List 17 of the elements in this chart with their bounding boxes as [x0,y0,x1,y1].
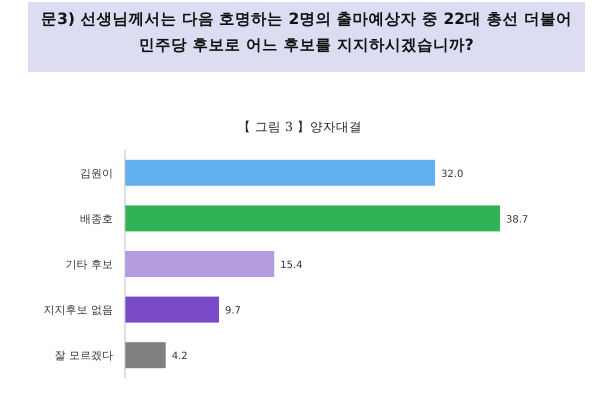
y-tick-label: 배종호 [80,212,113,226]
data-label: 9.7 [224,306,241,317]
bar [125,296,219,323]
chart-subtitle: 【 그림 3 】양자대결 [238,119,362,134]
y-tick-label: 기타 후보 [66,258,113,271]
y-tick-label: 지지후보 없음 [44,304,113,317]
data-label: 38.7 [506,214,528,226]
data-label: 4.2 [172,351,188,362]
bar [125,251,274,277]
data-label: 32.0 [441,168,464,180]
data-label: 15.4 [280,260,302,271]
y-tick-label: 김원이 [80,166,113,180]
bar [125,342,166,368]
y-tick-label: 잘 모르겠다 [54,349,113,362]
chart-title: 문3) 선생님께서는 다음 호명하는 2명의 출마예상자 중 22대 총선 더불어민주당 후보로 어느 후보를 지지하시겠습니까? [40,9,573,56]
bar [125,205,500,232]
bar [125,160,436,186]
